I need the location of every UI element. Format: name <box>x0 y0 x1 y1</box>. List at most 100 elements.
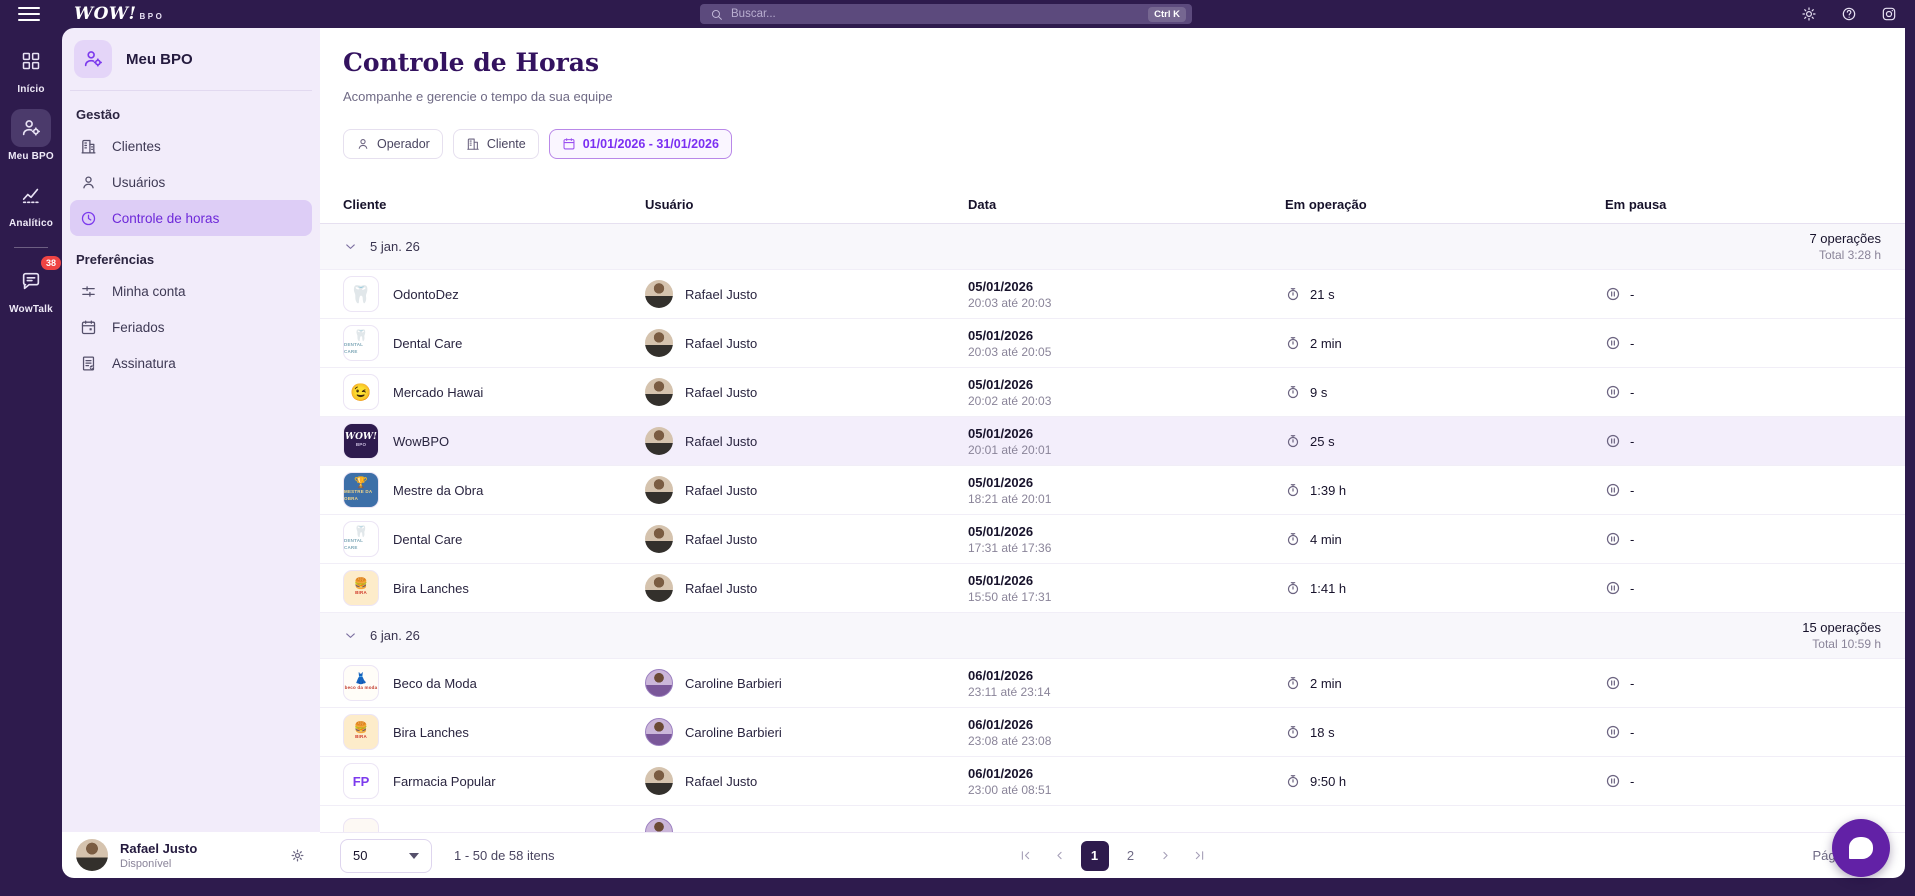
table-row[interactable]: 🏆 MESTRE DA OBRA Mestre da Obra Rafael J… <box>320 466 1905 515</box>
sidebar-item-assinatura[interactable]: Assinatura <box>70 345 312 381</box>
search-input[interactable] <box>731 8 1149 20</box>
user-name: Rafael Justo <box>120 840 198 856</box>
help-icon[interactable] <box>1841 6 1857 22</box>
rail-item-wowtalk[interactable]: 38 WowTalk <box>9 256 61 315</box>
operation-duration: 2 min <box>1310 675 1342 691</box>
group-total-time: Total 10:59 h <box>1812 637 1881 651</box>
app-logo: WOW! BPO <box>74 4 164 24</box>
rail-label-analitico: Analítico <box>8 218 54 229</box>
instagram-icon[interactable] <box>1881 6 1897 22</box>
pause-duration: - <box>1630 335 1635 351</box>
user-name: Caroline Barbieri <box>685 675 782 691</box>
sidebar-item-controle-de-horas[interactable]: Controle de horas <box>70 200 312 236</box>
group-date-label: 6 jan. 26 <box>370 628 420 643</box>
avatar <box>645 476 673 504</box>
date-range-filter-button[interactable]: 01/01/2026 - 31/01/2026 <box>548 129 732 159</box>
client-logo: 🍔 BIRA <box>343 570 379 606</box>
gear-icon[interactable] <box>289 847 306 864</box>
rail-label-wowtalk: WowTalk <box>9 304 53 315</box>
row-time-range: 23:11 até 23:14 <box>968 684 1051 699</box>
row-time-range: 20:02 até 20:03 <box>968 393 1052 408</box>
column-header-usuario: Usuário <box>645 197 694 212</box>
operation-duration: 18 s <box>1310 724 1335 740</box>
first-page-button[interactable] <box>1013 843 1039 869</box>
row-date: 06/01/2026 <box>968 716 1034 732</box>
table-row[interactable]: 🍔 BIRA Bira Lanches Rafael Justo 05/01/2… <box>320 564 1905 613</box>
chevron-down-icon <box>409 852 419 859</box>
chevron-down-icon[interactable] <box>343 628 358 643</box>
sidebar-item-usuarios[interactable]: Usuários <box>70 164 312 200</box>
document-check-icon <box>80 355 98 372</box>
pause-duration: - <box>1630 433 1635 449</box>
rail-item-meu-bpo[interactable]: Meu BPO <box>8 109 54 162</box>
pause-duration: - <box>1630 286 1635 302</box>
sidebar-item-clientes[interactable]: Clientes <box>70 128 312 164</box>
rail-divider <box>14 247 48 248</box>
stopwatch-icon <box>1285 286 1301 302</box>
rail-item-inicio[interactable]: Início <box>11 42 51 95</box>
pause-circle-icon <box>1605 433 1621 449</box>
client-name: Bira Lanches <box>393 724 469 740</box>
page-subtitle: Acompanhe e gerencie o tempo da sua equi… <box>343 89 613 104</box>
next-page-button[interactable] <box>1153 843 1179 869</box>
operator-filter-button[interactable]: Operador <box>343 129 443 159</box>
avatar <box>645 574 673 602</box>
operation-duration: 1:41 h <box>1310 580 1347 596</box>
table-row[interactable]: 🦷 DENTAL CARE Dental Care Rafael Justo 0… <box>320 515 1905 564</box>
sidebar-item-feriados[interactable]: Feriados <box>70 309 312 345</box>
sidebar: Meu BPO Gestão Clientes Usuários Control… <box>62 28 320 832</box>
client-logo: 🦷 DENTAL CARE <box>343 325 379 361</box>
client-logo: 😉 <box>343 374 379 410</box>
group-total-time: Total 3:28 h <box>1818 248 1881 262</box>
previous-page-button[interactable] <box>1047 843 1073 869</box>
client-logo: 👗 beco da moda <box>343 665 379 701</box>
table-row[interactable]: 🦷 DENTAL CARE Dental Care Rafael Justo 0… <box>320 319 1905 368</box>
page-number-1[interactable]: 1 <box>1080 840 1109 871</box>
chat-fab-button[interactable] <box>1832 819 1890 877</box>
hamburger-menu-icon[interactable] <box>18 7 40 21</box>
client-name: Farmacia Popular <box>393 773 496 789</box>
table-row-partial[interactable] <box>320 806 1905 832</box>
table-row[interactable]: 👗 beco da moda Beco da Moda Caroline Bar… <box>320 659 1905 708</box>
stopwatch-icon <box>1285 482 1301 498</box>
table-row[interactable]: 🦷 OdontoDez Rafael Justo 05/01/2026 20:0… <box>320 270 1905 319</box>
global-search[interactable]: Ctrl K <box>700 4 1192 24</box>
row-time-range: 23:00 até 08:51 <box>968 782 1052 797</box>
sidebar-item-minha-conta[interactable]: Minha conta <box>70 273 312 309</box>
rail-label-meu-bpo: Meu BPO <box>8 151 54 162</box>
client-filter-button[interactable]: Cliente <box>452 129 539 159</box>
table-row[interactable]: FP Farmacia Popular Rafael Justo 06/01/2… <box>320 757 1905 806</box>
last-page-button[interactable] <box>1187 843 1213 869</box>
client-name: Beco da Moda <box>393 675 477 691</box>
table-row[interactable]: 🍔 BIRA Bira Lanches Caroline Barbieri 06… <box>320 708 1905 757</box>
group-operations-count: 15 operações <box>1802 620 1881 635</box>
clock-icon <box>80 210 98 227</box>
table-row[interactable]: WOW! BPO WowBPO Rafael Justo 05/01/2026 … <box>320 417 1905 466</box>
avatar <box>645 329 673 357</box>
client-name: Dental Care <box>393 335 463 351</box>
user-name: Rafael Justo <box>685 335 758 351</box>
logo-bpo: BPO <box>139 12 165 21</box>
pause-circle-icon <box>1605 286 1621 302</box>
page-number-2[interactable]: 2 <box>1126 848 1135 863</box>
sliders-icon <box>80 283 98 300</box>
group-header-row[interactable]: 5 jan. 26 7 operações Total 3:28 h <box>320 224 1905 270</box>
operation-duration: 9 s <box>1310 384 1328 400</box>
filters-bar: Operador Cliente 01/01/2026 - 31/01/2026 <box>343 129 1905 159</box>
pause-duration: - <box>1630 482 1635 498</box>
row-time-range: 15:50 até 17:31 <box>968 589 1052 604</box>
pause-duration: - <box>1630 675 1635 691</box>
pause-duration: - <box>1630 531 1635 547</box>
table-row[interactable]: 😉 Mercado Hawai Rafael Justo 05/01/2026 … <box>320 368 1905 417</box>
avatar <box>645 818 673 832</box>
row-date: 05/01/2026 <box>968 327 1034 343</box>
group-header-row[interactable]: 6 jan. 26 15 operações Total 10:59 h <box>320 613 1905 659</box>
column-header-data: Data <box>968 197 997 212</box>
rail-item-analitico[interactable]: Analítico <box>9 176 53 229</box>
calendar-icon <box>80 319 98 336</box>
user-name: Caroline Barbieri <box>685 724 782 740</box>
chevron-down-icon[interactable] <box>343 239 358 254</box>
page-size-select[interactable]: 50 <box>340 838 432 873</box>
avatar <box>645 669 673 697</box>
theme-toggle-sun-icon[interactable] <box>1801 6 1817 22</box>
